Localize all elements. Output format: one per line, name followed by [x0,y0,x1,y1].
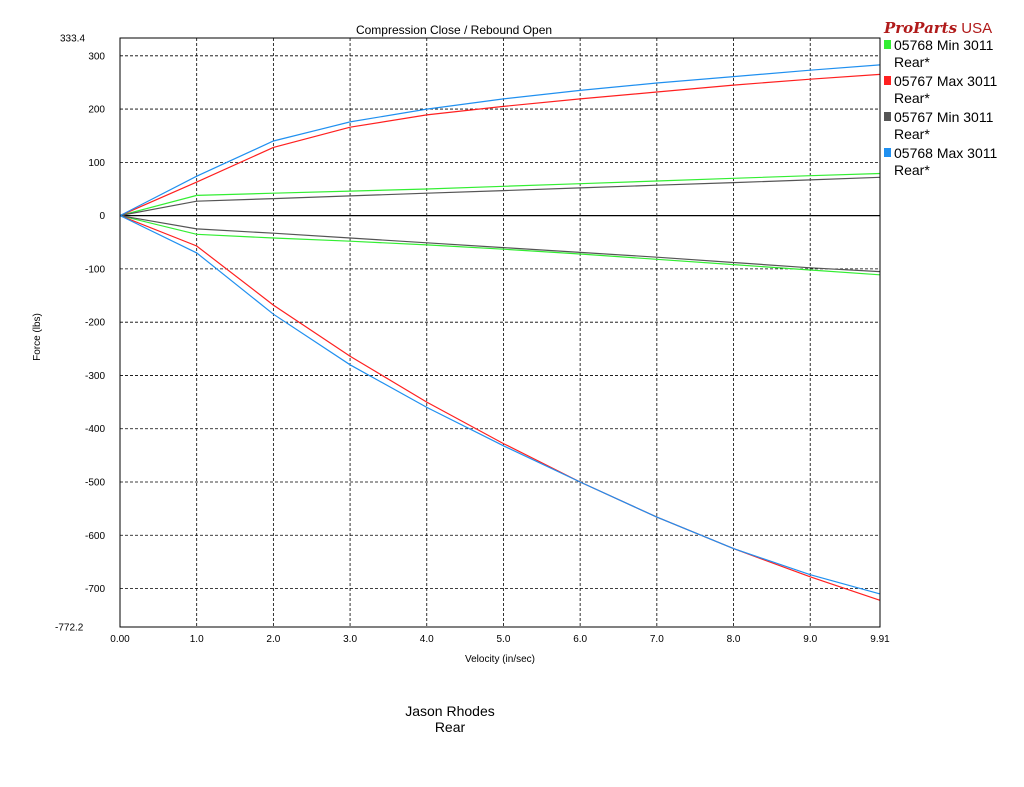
legend-swatch [884,112,891,121]
y-tick-label: -600 [85,531,105,542]
legend-label: 05767 Min 3011 Rear* [894,109,994,142]
x-tick-label: 8.0 [727,634,741,645]
rider-name: Jason Rhodes [405,703,495,719]
y-tick-label: 300 [88,51,105,62]
y-tick-label: -100 [85,264,105,275]
brand-logo-country: USA [957,20,993,37]
legend-label: 05767 Max 3011 Rear* [894,73,998,106]
shock-position: Rear [434,719,466,735]
series-line-compression [119,73,881,217]
x-tick-label: 3.0 [343,634,357,645]
y-tick-label: -200 [85,318,105,329]
y-tick-label: -772.2 [55,623,84,634]
legend-swatch [884,40,891,49]
series-line-compression [119,172,881,217]
series-lines [119,64,881,601]
y-tick-label: -700 [85,584,105,595]
legend-item: 05768 Min 3011 Rear* [884,37,1024,71]
y-tick-label: -400 [85,424,105,435]
axes: 0.00 1.0 2.0 3.0 4.0 5.0 6.0 7.0 8.0 9.0 9.91 333.4… [55,34,890,646]
brand-logo: ProParts USA [884,20,992,37]
series-line-rebound [119,215,881,601]
legend-item: 05767 Min 3011 Rear* [884,109,1024,143]
chart-footer: Jason Rhodes Rear [350,703,550,735]
legend-label: 05768 Min 3011 Rear* [894,37,994,70]
y-axis-title: Force (lbs) [32,313,43,361]
series-line-compression [119,64,881,217]
x-tick-label: 9.0 [803,634,817,645]
x-tick-label: 7.0 [650,634,664,645]
series-line-rebound [119,215,881,273]
series-line-rebound [119,215,881,595]
x-tick-label: 2.0 [266,634,280,645]
series-line-rebound [119,215,881,276]
x-tick-label: 6.0 [573,634,587,645]
x-tick-label: 0.00 [110,634,130,645]
y-tick-label: 333.4 [60,34,85,45]
legend-swatch [884,148,891,157]
x-axis-title: Velocity (in/sec) [465,654,535,665]
y-tick-label: 100 [88,158,105,169]
y-tick-label: -300 [85,371,105,382]
y-tick-label: 0 [99,211,105,222]
legend-item: 05767 Max 3011 Rear* [884,73,1024,107]
legend-swatch [884,76,891,85]
chart-title: Compression Close / Rebound Open [356,23,552,37]
x-tick-label: 4.0 [420,634,434,645]
series-line-compression [119,176,881,217]
x-tick-label: 9.91 [870,634,890,645]
brand-logo-name: ProParts [884,19,958,37]
legend-label: 05768 Max 3011 Rear* [894,145,998,178]
chart-legend: 05768 Min 3011 Rear* 05767 Max 3011 Rear*… [884,37,1024,181]
legend-item: 05768 Max 3011 Rear* [884,145,1024,179]
plot-frame [119,37,881,628]
x-tick-label: 5.0 [496,634,510,645]
grid [120,38,880,627]
y-tick-label: -500 [85,477,105,488]
y-tick-label: 200 [88,105,105,116]
x-tick-label: 1.0 [190,634,204,645]
